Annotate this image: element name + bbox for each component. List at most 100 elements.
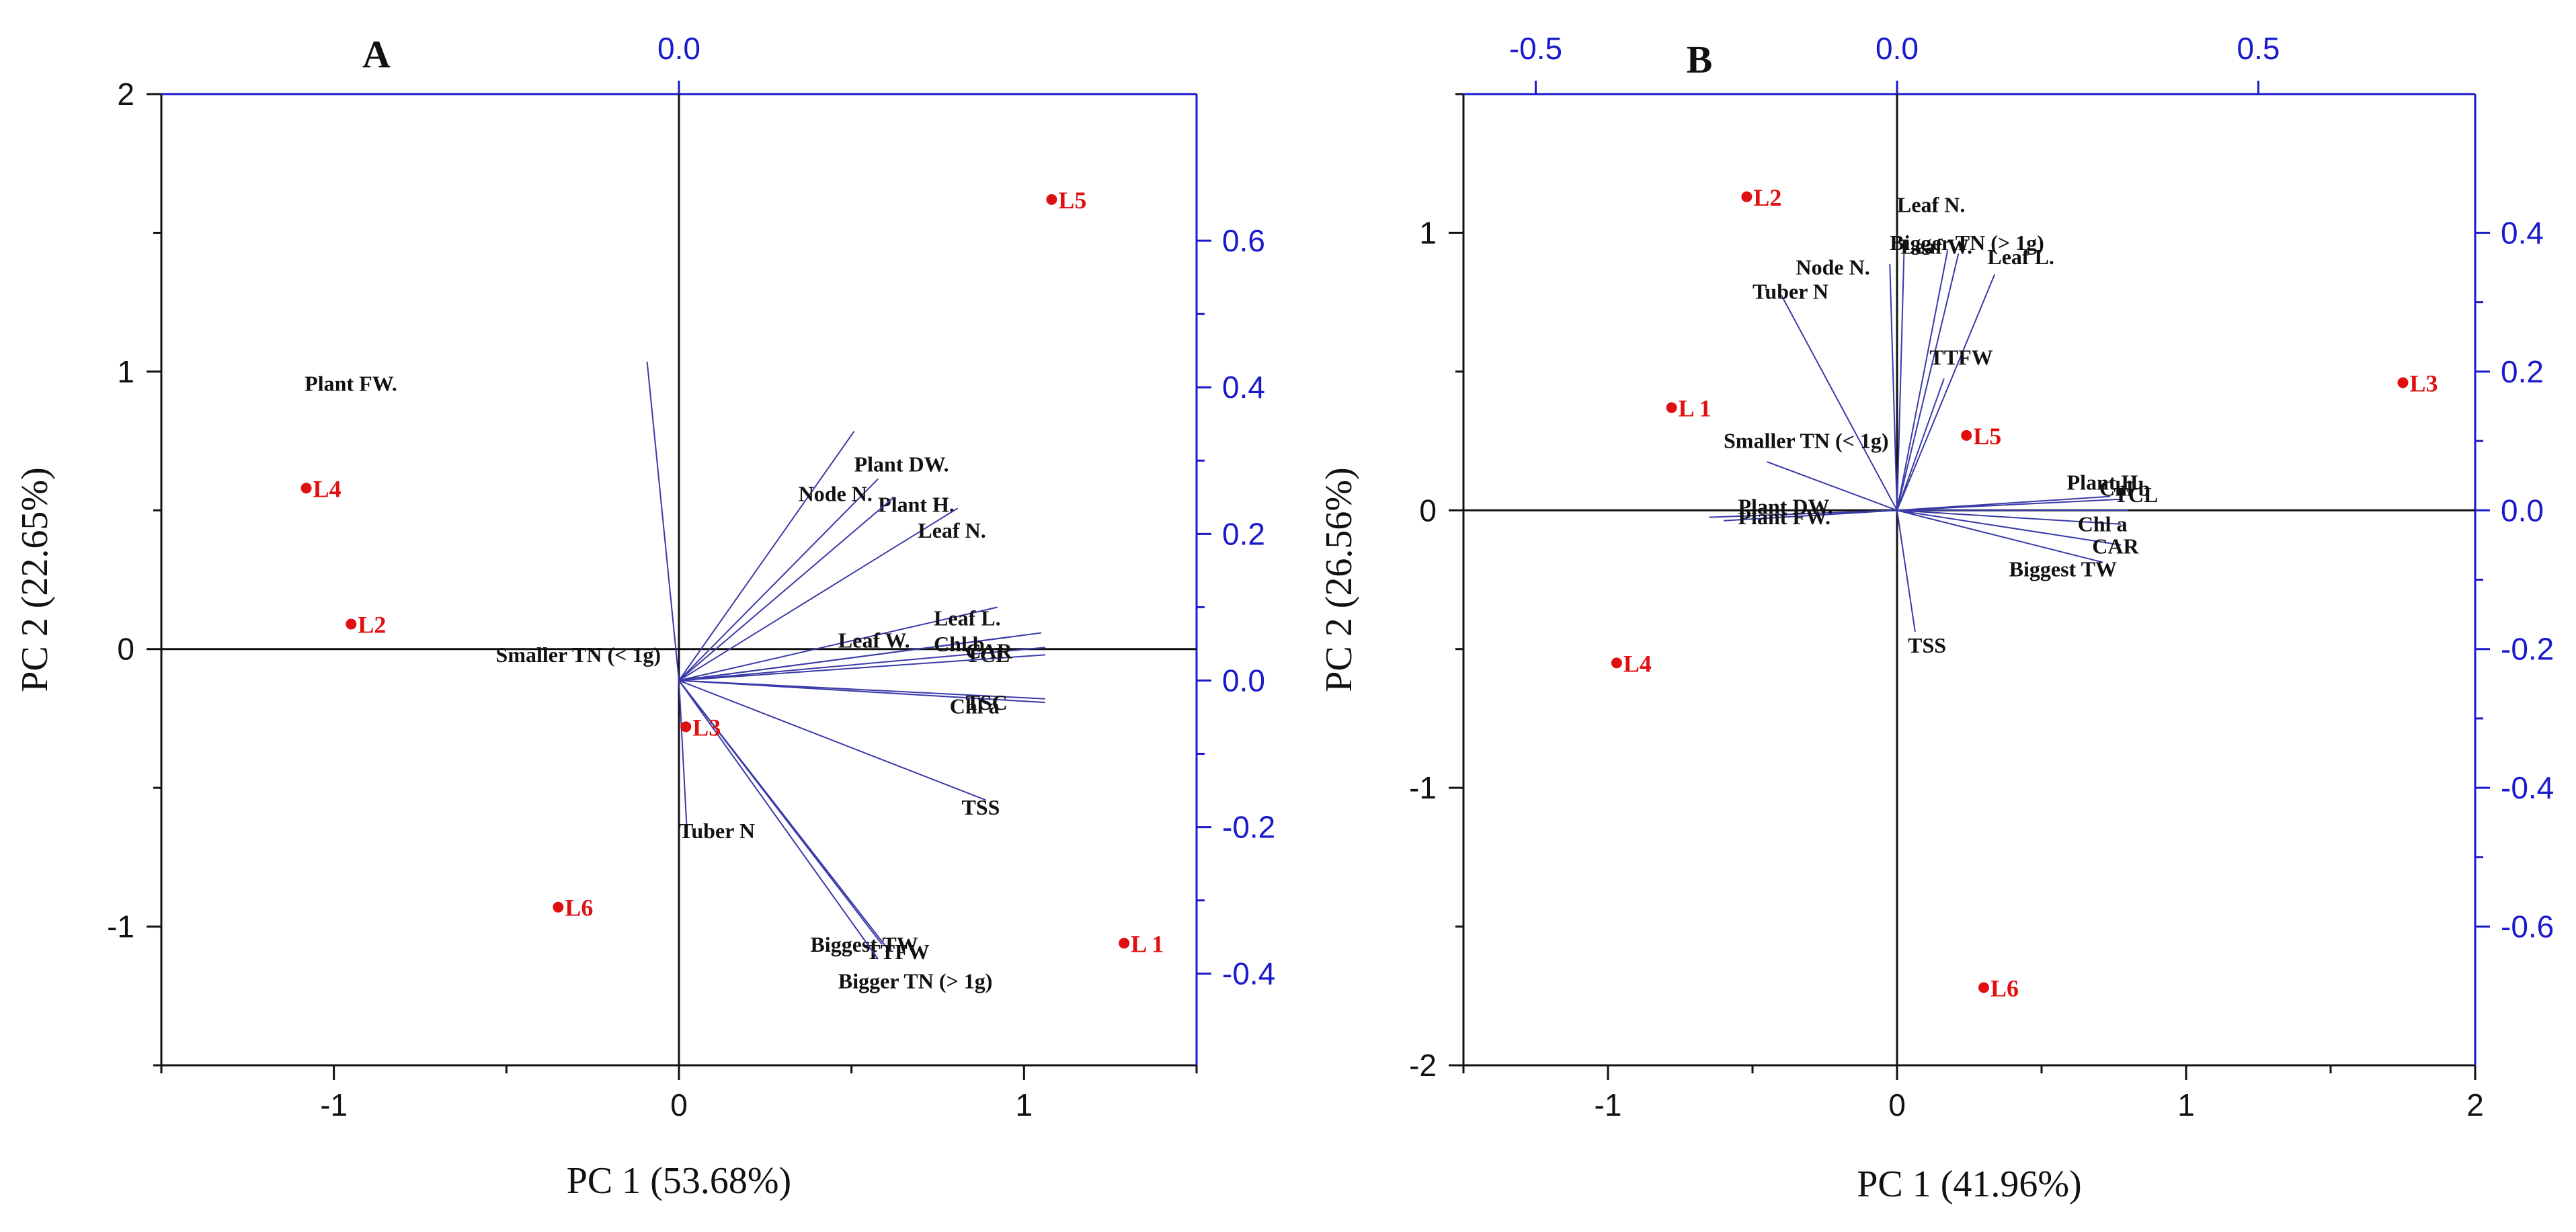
loading-label: TSS [1908,633,1946,657]
loading-vector [678,680,986,801]
loading-vector [678,654,1045,682]
x-axis-title: PC 1 (41.96%) [1857,1163,2081,1205]
score-point [2397,377,2409,388]
loading-vector [678,647,1046,682]
y2-tick-label: 0.0 [1222,663,1265,698]
loading-label: Plant H. [2067,470,2144,494]
y-tick-label: -1 [1409,770,1437,805]
score-point [1119,938,1130,949]
loading-label: Leaf L. [934,606,1001,630]
loading-label: Leaf N. [918,518,985,542]
score-point [1978,982,1989,993]
loading-vector [1896,509,2122,546]
loading-label: TTFW [1929,345,1993,370]
loading-vector [678,680,688,831]
x-tick-label: -1 [320,1087,348,1122]
y2-tick-label: 0.4 [1222,370,1265,405]
x-axis-title: PC 1 (53.68%) [567,1160,791,1202]
loading-label: Smaller TN (< 1g) [496,643,661,667]
x-tick-label: 2 [2466,1087,2484,1122]
loading-label: Biggest TW [810,932,918,956]
loading-vector [1889,263,1898,511]
score-label: L 1 [1131,930,1164,957]
y-tick-label: 1 [117,354,134,389]
loading-label: Tuber N [1753,279,1828,303]
x-tick-label: 0 [1888,1087,1906,1122]
loading-vector [678,680,879,960]
score-point [553,901,564,913]
loading-vector [1896,378,1945,511]
loading-label: Smaller TN (< 1g) [1724,428,1888,452]
y2-tick-label: -0.2 [2501,632,2554,667]
y-tick-label: 0 [117,632,134,667]
score-point [1046,194,1057,205]
loading-label: Node N. [1796,255,1870,279]
y-axis-title: PC 2 (26.56%) [1318,467,1360,692]
loading-vector [1896,510,1916,632]
y2-tick-label: -0.4 [2501,770,2554,805]
score-point [300,483,312,494]
loading-label: TCL [965,643,1010,667]
score-label: L6 [565,895,593,921]
y2-tick-label: -0.2 [1222,810,1275,845]
y2-tick-label: 0.4 [2501,215,2544,250]
score-point [680,721,692,733]
x-tick-label: 1 [1016,1087,1033,1122]
score-point [1611,657,1622,669]
biplot-panel-a: -1 0 1 -1 0 1 2 0.0 -0.4 -0.2 0.0 0.2 0.4 0.6 A PC 1 (5… [14,31,1275,1202]
loading-label: Plant FW. [1738,505,1831,529]
x2-tick-label: -0.5 [1509,31,1562,66]
loading-vector [1767,461,1898,511]
score-point [1741,191,1753,202]
y-tick-label: 0 [1419,493,1437,528]
loading-vector [1723,509,1898,522]
loading-vector [1896,253,1960,511]
loading-label: Biggest TW [2009,557,2117,581]
score-label: L6 [1990,975,2019,1001]
loading-vector [678,507,959,682]
loading-label: CAR [2092,534,2139,558]
loading-vector [1709,509,1898,518]
loading-vector [1896,243,1905,511]
loading-vector [1896,509,2103,563]
score-label: L2 [358,612,386,639]
loading-label: Plant FW. [305,372,397,396]
loading-vector [678,606,998,682]
biplot-panel-b: -1 0 1 2 -2 -1 0 1 -0.5 0.0 0.5 -0.6 -0.4 -0.2 0.0 0.2 0… [1318,31,2554,1205]
y2-tick-label: -0.4 [1222,956,1275,991]
loading-label: TCL [2114,483,2159,507]
loading-vector [1896,509,2122,525]
loading-label: TSC [965,690,1007,714]
loading-label: Leaf W. [838,628,910,652]
score-label: L4 [1623,650,1652,677]
loading-vector [678,632,1042,682]
loading-vector [1896,250,1949,511]
loading-label: Chl b [2099,477,2150,501]
y-tick-label: 2 [117,77,134,112]
loading-label: TSS [962,795,1000,819]
y-axis-title: PC 2 (22.65%) [14,467,56,692]
panel-letter: A [362,32,391,76]
loading-vector [678,680,891,952]
loading-vector [1896,498,2122,511]
y2-tick-label: 0.2 [1222,516,1265,551]
y2-tick-label: 0.2 [2501,354,2544,389]
loading-label: CAR [965,639,1012,663]
x-tick-label: -1 [1595,1087,1622,1122]
loading-vector [1781,294,1898,511]
x-tick-label: 0 [670,1087,688,1122]
score-label: L5 [1058,187,1086,214]
loading-label: Leaf W. [1900,234,1972,258]
loading-label: TTFW [866,940,929,964]
loading-label: Chl b [934,632,985,656]
y-tick-label: 1 [1419,215,1437,250]
loading-vector [678,497,895,682]
score-point [346,618,357,630]
loading-label: Leaf L. [1987,245,2054,269]
loading-label: Bigger TN (> 1g) [838,969,992,993]
loading-label: Node N. [799,481,873,505]
y2-tick-label: 0.6 [1222,223,1265,258]
loading-vector [678,478,879,682]
score-label: L 1 [1679,395,1712,422]
